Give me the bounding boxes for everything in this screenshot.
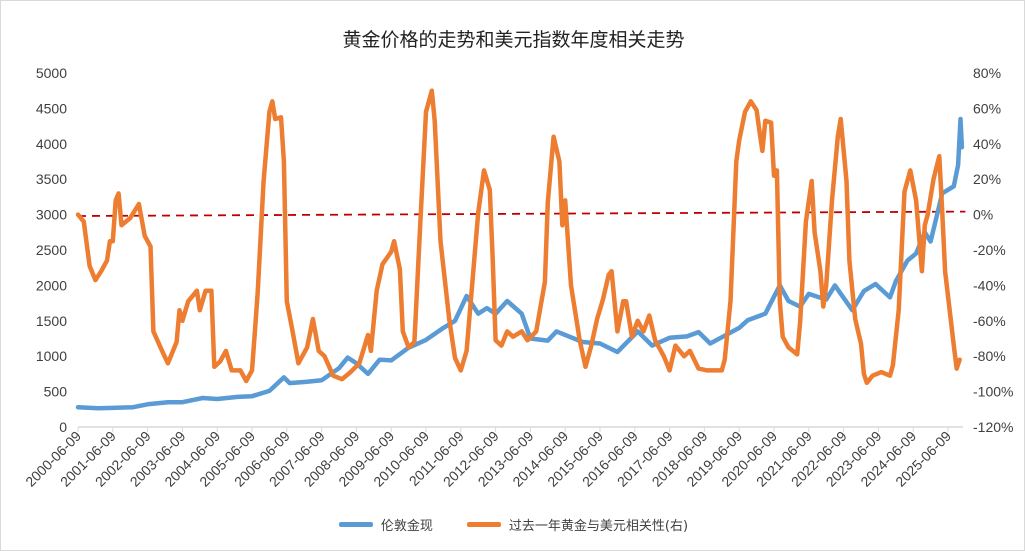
left-axis-tick-label: 1000 xyxy=(36,348,67,364)
right-axis-tick-label: 0% xyxy=(973,207,993,223)
legend-label-gold: 伦敦金现 xyxy=(380,519,433,534)
legend-item-gold[interactable]: 伦敦金现 xyxy=(338,515,433,534)
left-axis-tick-label: 4000 xyxy=(36,136,67,152)
right-axis-tick-label: -120% xyxy=(973,419,1013,435)
right-axis-tick-label: -100% xyxy=(973,384,1013,400)
series-line-correlation xyxy=(75,88,962,386)
trendline xyxy=(77,210,966,217)
right-axis-tick-label: 40% xyxy=(973,136,1001,152)
left-axis-tick-label: 3500 xyxy=(36,171,67,187)
left-axis-tick-label: 0 xyxy=(59,419,67,435)
left-axis-tick-label: 5000 xyxy=(36,65,67,81)
right-axis-tick-label: -80% xyxy=(973,348,1006,364)
series-line-gold xyxy=(75,116,965,411)
legend: 伦敦金现 过去一年黄金与美元相关性(右) xyxy=(1,515,1024,534)
right-axis-tick-label: 80% xyxy=(973,65,1001,81)
right-axis-tick-label: -40% xyxy=(973,277,1006,293)
left-axis-tick-label: 3000 xyxy=(36,207,67,223)
legend-swatch-correlation xyxy=(466,522,501,527)
right-axis-tick-label: -20% xyxy=(973,242,1006,258)
legend-label-correlation: 过去一年黄金与美元相关性(右) xyxy=(508,519,689,534)
legend-item-correlation[interactable]: 过去一年黄金与美元相关性(右) xyxy=(466,515,689,534)
legend-swatch-gold xyxy=(338,522,373,527)
left-axis-tick-label: 1500 xyxy=(36,313,67,329)
right-axis-tick-label: 60% xyxy=(973,100,1001,116)
right-axis-tick-label: -60% xyxy=(973,313,1006,329)
chart-title: 黄金价格的走势和美元指数年度相关走势 xyxy=(342,29,685,51)
right-axis-tick-label: 20% xyxy=(973,171,1001,187)
left-axis-tick-label: 2500 xyxy=(36,242,67,258)
left-axis-tick-label: 2000 xyxy=(36,277,67,293)
left-axis-tick-label: 500 xyxy=(44,384,68,400)
left-axis-tick-label: 4500 xyxy=(36,100,67,116)
